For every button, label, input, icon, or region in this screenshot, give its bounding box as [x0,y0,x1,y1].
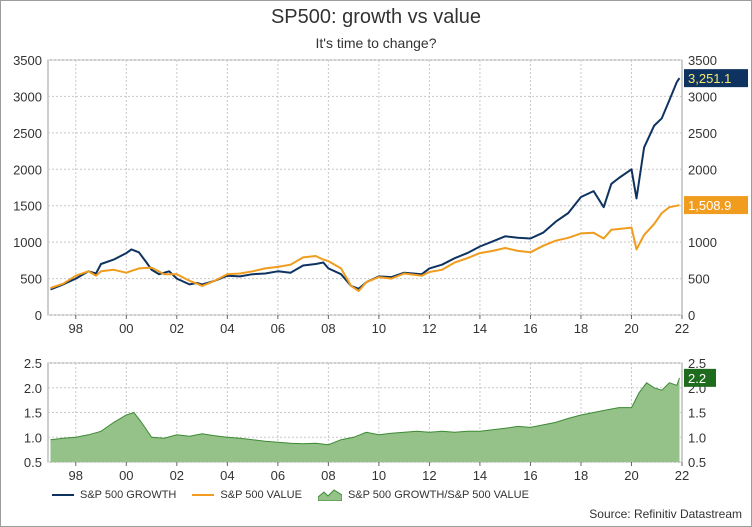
ratio-x-tick-label: 00 [119,468,133,483]
ratio-y-tick-left: 2.5 [24,356,42,371]
ratio-y-tick-left: 2.0 [24,381,42,396]
price-x-tick-label: 18 [574,321,588,336]
badge-value-text: 1,508.9 [688,198,731,213]
legend-swatch-ratio [317,489,342,501]
ratio-x-tick-label: 08 [321,468,335,483]
legend-label-value: S&P 500 VALUE [220,489,302,501]
price-y-tick-right: 500 [688,272,710,287]
price-y-tick-left: 3500 [13,53,42,68]
ratio-x-tick-label: 06 [271,468,285,483]
price-plot-area [47,59,683,316]
price-x-tick-label: 20 [624,321,638,336]
badge-ratio-text: 2.2 [688,371,706,386]
ratio-line [50,377,680,446]
legend-label-ratio: S&P 500 GROWTH/S&P 500 VALUE [347,489,529,501]
ratio-y-tick-right: 0.5 [688,455,706,470]
legend-swatch-growth [52,494,74,496]
price-x-tick-label: 14 [473,321,487,336]
price-y-tick-left: 500 [20,272,42,287]
ratio-x-tick-label: 16 [523,468,537,483]
price-x-tick-label: 02 [170,321,184,336]
badge-value-bg [684,196,748,215]
chart-title: SP500: growth vs value [270,6,482,28]
price-x-tick-label: 06 [271,321,285,336]
price-x-tick-label: 12 [422,321,436,336]
price-x-tick-label: 04 [220,321,234,336]
growth-line [50,77,681,291]
price-y-tick-right: 2500 [688,126,717,141]
legend-item-ratio: S&P 500 GROWTH/S&P 500 VALUE [317,489,529,501]
badge-growth-text: 3,251.1 [688,71,731,86]
ratio-x-tick-label: 22 [675,468,689,483]
price-y-tick-right: 1000 [688,235,717,250]
chart-subtitle: It's time to change? [315,35,437,51]
legend: S&P 500 GROWTH S&P 500 VALUE S&P 500 GRO… [52,489,545,501]
price-y-tick-right: 3000 [688,89,717,104]
ratio-x-tick-label: 12 [422,468,436,483]
price-x-tick-label: 16 [523,321,537,336]
ratio-y-tick-right: 2.5 [688,356,706,371]
source-note: Source: Refinitiv Datastream [589,507,742,521]
ratio-x-tick-label: 02 [170,468,184,483]
price-y-tick-left: 1000 [13,235,42,250]
ratio-y-tick-left: 1.0 [24,430,42,445]
legend-swatch-value [192,494,215,496]
ratio-x-tick-label: 14 [473,468,487,483]
value-line [50,204,680,292]
ratio-y-tick-right: 1.0 [688,430,706,445]
price-y-tick-left: 0 [35,308,42,323]
legend-item-growth: S&P 500 GROWTH [52,489,176,501]
price-y-tick-right: 0 [688,308,695,323]
ratio-y-tick-right: 1.5 [688,406,706,421]
price-y-tick-right: 2000 [688,162,717,177]
legend-label-growth: S&P 500 GROWTH [80,489,177,501]
ratio-x-tick-label: 20 [624,468,638,483]
price-x-tick-label: 22 [675,321,689,336]
ratio-x-tick-label: 04 [220,468,234,483]
badge-growth-bg [684,69,748,88]
price-x-tick-label: 10 [372,321,386,336]
ratio-y-tick-left: 0.5 [24,455,42,470]
price-y-tick-left: 3000 [13,89,42,104]
ratio-x-tick-label: 10 [372,468,386,483]
price-y-tick-right: 3500 [688,53,717,68]
price-x-tick-label: 98 [69,321,83,336]
ratio-x-tick-label: 18 [574,468,588,483]
price-x-tick-label: 08 [321,321,335,336]
price-y-tick-left: 2500 [13,126,42,141]
price-y-tick-left: 1500 [13,199,42,214]
price-y-tick-left: 2000 [13,162,42,177]
ratio-x-tick-label: 98 [69,468,83,483]
legend-item-value: S&P 500 VALUE [192,489,302,501]
ratio-y-tick-left: 1.5 [24,406,42,421]
ratio-area [50,377,680,462]
badge-ratio-bg [684,368,716,387]
price-x-tick-label: 00 [119,321,133,336]
